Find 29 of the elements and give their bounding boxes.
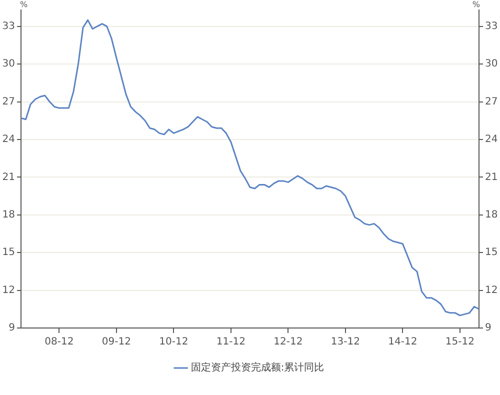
x-tick-label: 09-12 <box>102 336 131 348</box>
x-tick-label: 13-12 <box>330 336 360 348</box>
y2-axis-title: % <box>472 0 480 10</box>
y2-tick-label: 9 <box>485 322 492 334</box>
y-tick-label: 21 <box>2 172 15 183</box>
y-tick-label: 27 <box>2 96 15 108</box>
x-tick-label: 10-12 <box>159 336 188 348</box>
x-tick-label: 14-12 <box>388 336 418 348</box>
y2-tick-label: 27 <box>485 96 498 108</box>
y2-tick-label: 30 <box>485 58 498 70</box>
y-tick-label: 12 <box>2 284 15 296</box>
y2-tick-label: 15 <box>485 247 498 258</box>
x-tick-label: 08-12 <box>44 336 74 348</box>
legend-label: 固定资产投资完成额:累计同比 <box>190 362 324 374</box>
x-tick-label: 11-12 <box>216 336 246 348</box>
y-tick-label: 15 <box>2 247 15 258</box>
y-tick-label: 30 <box>2 58 15 70</box>
y2-tick-label: 12 <box>485 284 498 296</box>
y2-tick-label: 18 <box>485 209 498 220</box>
y-tick-label: 33 <box>2 20 15 32</box>
x-tick-label: 12-12 <box>274 336 303 348</box>
y2-tick-label: 33 <box>485 20 498 32</box>
y-tick-label: 18 <box>2 209 15 220</box>
y-axis-title: % <box>20 0 28 10</box>
y-tick-label: 24 <box>2 134 15 146</box>
y2-tick-label: 24 <box>485 134 498 146</box>
x-tick-label: 15-12 <box>445 336 474 348</box>
y2-tick-label: 21 <box>485 172 498 183</box>
y-tick-label: 9 <box>8 322 15 334</box>
